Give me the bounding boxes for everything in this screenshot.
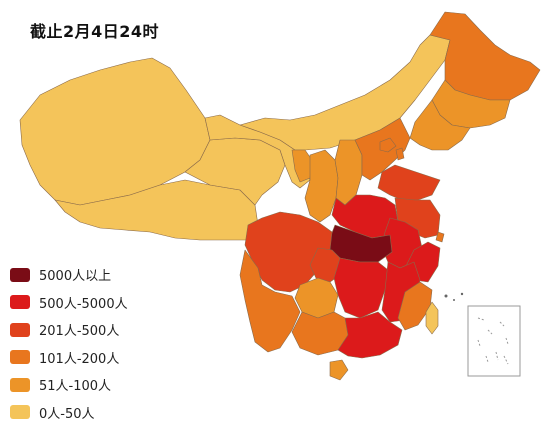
legend-item: 500人-5000人 (10, 294, 128, 312)
legend-label: 51人-100人 (39, 379, 112, 395)
legend-item: 101人-200人 (10, 349, 128, 367)
legend-item: 5000人以上 (10, 266, 128, 284)
province-tianjin (395, 147, 405, 161)
province-hainan (329, 359, 349, 381)
legend: 5000人以上 500人-5000人 201人-500人 101人-200人 51人-1… (10, 266, 128, 432)
legend-swatch (10, 405, 30, 420)
province-shaanxi (304, 149, 339, 223)
legend-item: 0人-50人 (10, 404, 128, 422)
south-china-sea-islands (444, 292, 464, 301)
legend-item: 51人-100人 (10, 376, 128, 395)
province-yunnan (239, 249, 301, 353)
province-regions (19, 11, 541, 381)
legend-label: 5000人以上 (39, 269, 112, 284)
province-fujian (397, 281, 433, 331)
legend-swatch (10, 295, 30, 310)
province-taiwan (425, 301, 439, 335)
legend-label: 201人-500人 (39, 324, 120, 340)
legend-item: 201人-500人 (10, 321, 128, 340)
province-heilongjiang (429, 11, 541, 101)
legend-swatch (10, 322, 30, 337)
legend-label: 500人-5000人 (39, 296, 128, 312)
province-hunan (333, 257, 389, 319)
legend-swatch (10, 267, 30, 282)
province-guangdong (337, 311, 403, 359)
legend-swatch (10, 377, 30, 392)
legend-label: 0人-50人 (39, 406, 95, 422)
south-china-sea-inset (467, 305, 521, 377)
province-shanghai (435, 231, 445, 243)
province-shandong (377, 164, 441, 201)
province-liaoning (409, 99, 471, 151)
map-title: 截止2月4日24时 (30, 22, 160, 41)
legend-label: 101人-200人 (39, 351, 120, 367)
province-beijing (379, 137, 397, 153)
legend-swatch (10, 350, 30, 365)
